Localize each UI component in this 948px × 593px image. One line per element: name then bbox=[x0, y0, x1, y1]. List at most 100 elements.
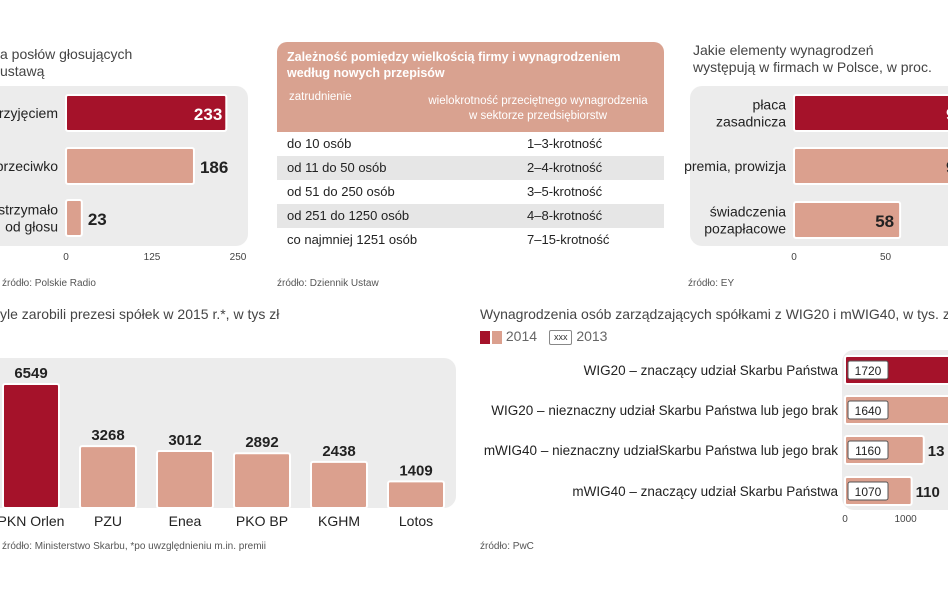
data-label: 3268 bbox=[91, 427, 124, 444]
label-box-2013 bbox=[847, 400, 889, 420]
panel3-source: źródło: EY bbox=[688, 278, 735, 289]
table-cell-multiple: 2–4-krotność bbox=[527, 160, 603, 175]
bar bbox=[65, 147, 195, 185]
panel5-source: źródło: PwC bbox=[480, 541, 534, 552]
category-label: premia, prowizja bbox=[684, 158, 786, 174]
panel3-title: Jakie elementy wynagrodzeń występują w f… bbox=[693, 42, 932, 76]
bar bbox=[79, 445, 137, 509]
table-title-line1: Zależność pomiędzy wielkością firmy i wy… bbox=[287, 50, 621, 64]
label-box-2013 bbox=[847, 440, 889, 460]
label-box-2013 bbox=[847, 481, 889, 501]
table-cell-multiple: 7–15-krotność bbox=[527, 232, 610, 247]
category-label: WIG20 – nieznaczny udział Skarbu Państwa… bbox=[491, 403, 838, 418]
category-label: świadczenia bbox=[710, 204, 786, 220]
data-label: 186 bbox=[200, 158, 228, 177]
table-cell-size: od 251 do 1250 osób bbox=[287, 208, 410, 223]
category-label: strzymało bbox=[0, 202, 58, 218]
wig-salaries-bar-chart: WIG20 – znaczący udział Skarbu Państwa 17… bbox=[484, 355, 948, 525]
category-label: KGHM bbox=[318, 513, 360, 529]
bar bbox=[2, 383, 60, 509]
bar bbox=[793, 147, 948, 185]
bar bbox=[793, 201, 902, 239]
tick-label: 125 bbox=[144, 252, 161, 263]
category-label: PKO BP bbox=[236, 513, 288, 529]
table-row: do 10 osób 1–3-krotność bbox=[277, 132, 664, 156]
table-row: od 251 do 1250 osób 4–8-krotność bbox=[277, 204, 664, 228]
table-col2-header-line1: wielokrotność przeciętnego wynagrodzenia bbox=[428, 95, 648, 107]
data-label: 58 bbox=[875, 212, 894, 231]
bar bbox=[156, 449, 214, 509]
category-label: PKN Orlen bbox=[0, 513, 64, 529]
category-label: mWIG40 – nieznaczny udziałSkarbu Państwa… bbox=[484, 443, 838, 458]
panel1-title-line2: ustawą bbox=[0, 63, 45, 79]
bar bbox=[233, 452, 291, 509]
data-label-2014: 110 bbox=[916, 484, 940, 501]
category-label: pozapłacowe bbox=[704, 221, 786, 237]
table-cell-size: od 11 do 50 osób bbox=[287, 160, 387, 175]
table-cell-size: do 10 osób bbox=[287, 136, 352, 151]
category-label: WIG20 – znaczący udział Skarbu Państwa bbox=[584, 363, 839, 378]
category-label: płaca bbox=[753, 97, 787, 113]
panel1-source: źródło: Polskie Radio bbox=[2, 278, 96, 289]
data-label: 1409 bbox=[399, 462, 432, 479]
bar bbox=[387, 480, 445, 510]
panel3-title-line2: występują w firmach w Polsce, w proc. bbox=[693, 59, 932, 75]
category-label: przeciwko bbox=[0, 158, 58, 174]
category-label: zasadnicza bbox=[716, 114, 786, 130]
panel1-title: a posłów głosujących ustawą bbox=[0, 46, 132, 80]
table-cell-size: od 51 do 250 osób bbox=[287, 184, 395, 199]
legend-box-xxx: xxx bbox=[548, 329, 573, 345]
ceo-earnings-bar-chart: 6549 PKN Orlen 3268 PZU 3012 Enea 2892 PKO BP 24… bbox=[0, 365, 445, 529]
panel4-source: źródło: Ministerstwo Skarbu, *po uwzględ… bbox=[2, 541, 267, 552]
legend-swatch-2014-dark bbox=[480, 330, 490, 344]
tick-label: 1000 bbox=[894, 514, 917, 525]
data-label: 3012 bbox=[168, 432, 201, 449]
data-label-2013: 1640 bbox=[855, 404, 882, 418]
table-row: od 11 do 50 osób 2–4-krotność bbox=[277, 156, 664, 180]
bar bbox=[793, 94, 948, 132]
table-cell-multiple: 1–3-krotność bbox=[527, 136, 603, 151]
panel4-title: yle zarobili prezesi spółek w 2015 r.*, … bbox=[0, 306, 280, 322]
table-cell-multiple: 4–8-krotność bbox=[527, 208, 603, 223]
data-label: 6549 bbox=[14, 365, 47, 382]
tick-label: 0 bbox=[63, 252, 69, 263]
salary-table-header: Zależność pomiędzy wielkością firmy i wy… bbox=[277, 42, 664, 132]
tick-label: 0 bbox=[842, 514, 848, 525]
panel3-title-line1: Jakie elementy wynagrodzeń bbox=[693, 42, 874, 58]
table-title: Zależność pomiędzy wielkością firmy i wy… bbox=[287, 49, 620, 81]
panel5-title: Wynagrodzenia osób zarządzających spółka… bbox=[480, 306, 948, 322]
category-label: Lotos bbox=[399, 513, 433, 529]
category-label: przyjęciem bbox=[0, 105, 58, 121]
table-title-line2: według nowych przepisów bbox=[287, 66, 445, 80]
bar bbox=[65, 94, 228, 132]
table-col2-header: wielokrotność przeciętnego wynagrodzenia… bbox=[414, 94, 662, 124]
table-col1-header: zatrudnienie bbox=[289, 91, 352, 103]
table-cell-size: co najmniej 1251 osób bbox=[287, 232, 418, 247]
table-row: co najmniej 1251 osób 7–15-krotność bbox=[277, 228, 664, 252]
tick-label: 0 bbox=[791, 252, 797, 263]
data-label-2014: 13 bbox=[928, 443, 945, 460]
data-label: 233 bbox=[194, 105, 222, 124]
data-label: 9 bbox=[946, 105, 948, 124]
panel5-legend: 2014 xxx 2013 bbox=[480, 328, 607, 345]
data-label: 9 bbox=[946, 158, 948, 177]
category-label: PZU bbox=[94, 513, 122, 529]
panel1-title-line1: a posłów głosujących bbox=[0, 46, 133, 62]
panel2-source: źródło: Dziennik Ustaw bbox=[277, 278, 379, 289]
data-label-2013: 1160 bbox=[855, 444, 881, 458]
bar bbox=[310, 460, 368, 509]
panel4-background bbox=[0, 358, 456, 508]
category-label: mWIG40 – znaczący udział Skarbu Państwa bbox=[572, 484, 838, 499]
legend-label-2014: 2014 bbox=[505, 328, 538, 344]
data-label-2013: 1720 bbox=[855, 364, 882, 378]
legend-swatch-2014-light bbox=[492, 330, 502, 344]
category-label: od głosu bbox=[5, 219, 58, 235]
legend-label-2013: 2013 bbox=[576, 328, 608, 344]
category-label: Enea bbox=[169, 513, 202, 529]
data-label-2013: 1070 bbox=[855, 485, 882, 499]
label-box-2013 bbox=[847, 360, 889, 380]
bar bbox=[65, 199, 83, 237]
tick-label: 50 bbox=[880, 252, 892, 263]
